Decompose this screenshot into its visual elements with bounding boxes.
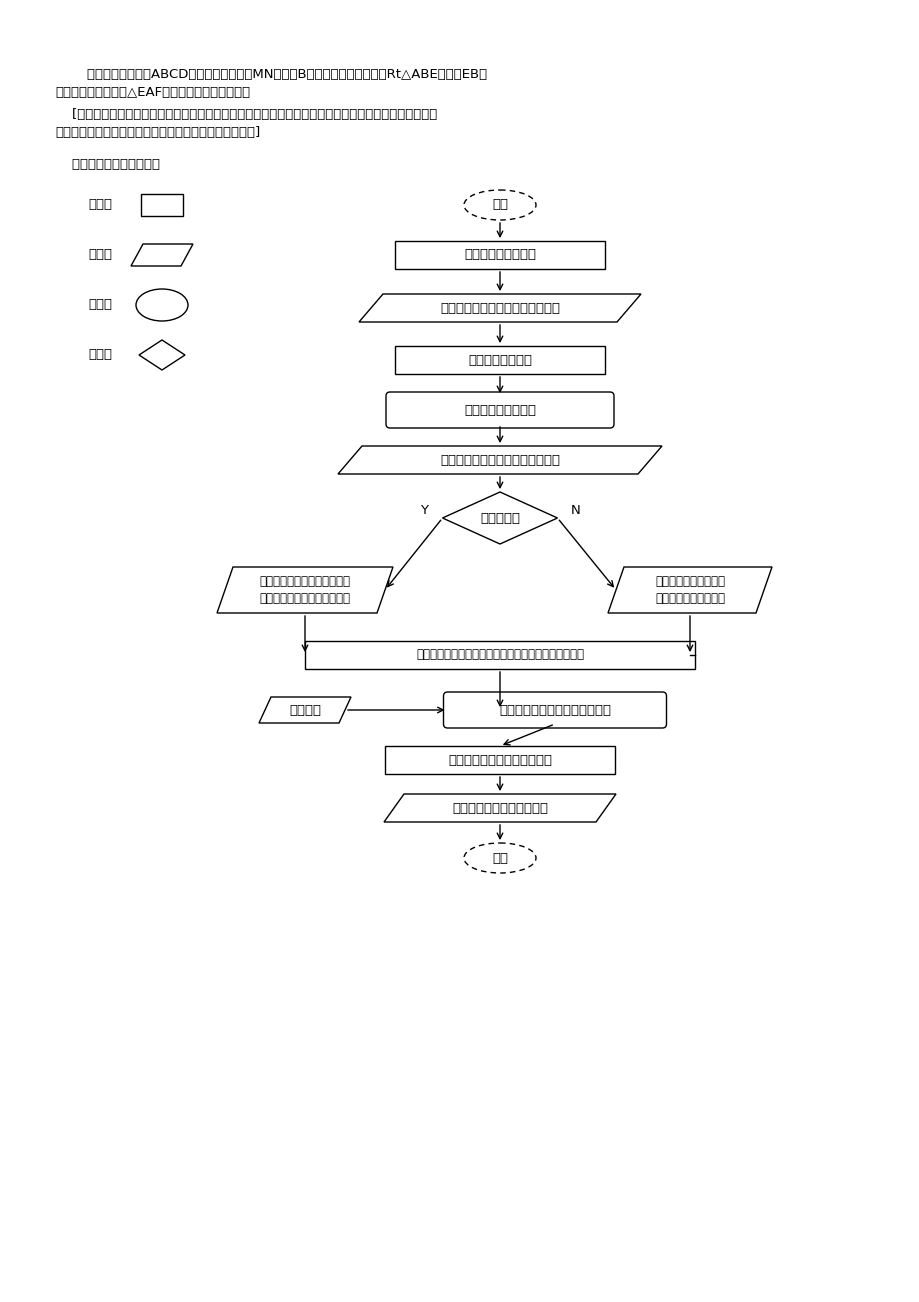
Text: N: N	[570, 504, 580, 517]
Text: 媒体：: 媒体：	[88, 298, 112, 311]
Polygon shape	[259, 697, 351, 723]
Ellipse shape	[136, 289, 187, 322]
Text: 经验交流: 经验交流	[289, 703, 321, 716]
Text: 转播个别学生有参考价值的信息: 转播个别学生有参考价值的信息	[498, 703, 610, 716]
Bar	[384, 746, 614, 773]
FancyBboxPatch shape	[443, 691, 665, 728]
Ellipse shape	[463, 842, 536, 874]
Polygon shape	[337, 447, 662, 474]
Text: 课件演示，深化所学: 课件演示，深化所学	[463, 404, 536, 417]
Text: 登录校园网访问教师辅导站或
直接发信息向老师、同学求助: 登录校园网访问教师辅导站或 直接发信息向老师、同学求助	[259, 575, 350, 605]
Text: 折叠，就能得到等边△EAF。想一想，这是为什么。: 折叠，就能得到等边△EAF。想一想，这是为什么。	[55, 86, 250, 99]
Text: 们不断的思考和创新，为培养新一代研究型人才做准备。]: 们不断的思考和创新，为培养新一代研究型人才做准备。]	[55, 126, 260, 139]
Bar	[394, 346, 605, 374]
Text: Y: Y	[420, 504, 428, 517]
Text: 附教学流程图（见下页）: 附教学流程图（见下页）	[55, 158, 160, 171]
Ellipse shape	[463, 190, 536, 220]
Text: 监视屏幕，在线答疑，网上阅卷，传输文件，随机辅导: 监视屏幕，在线答疑，网上阅卷，传输文件，随机辅导	[415, 648, 584, 661]
Polygon shape	[217, 566, 392, 613]
Text: 学生：: 学生：	[88, 249, 112, 262]
Bar	[141, 194, 183, 216]
Text: 开始: 开始	[492, 198, 507, 211]
Text: 创设情境，引出课题: 创设情境，引出课题	[463, 249, 536, 262]
Polygon shape	[607, 566, 771, 613]
Polygon shape	[442, 492, 557, 544]
Polygon shape	[130, 243, 193, 266]
Polygon shape	[358, 294, 641, 322]
Text: 利用几何用具及学习软件自助学习: 利用几何用具及学习软件自助学习	[439, 302, 560, 315]
Text: 提出新问题，促成知识迁移: 提出新问题，促成知识迁移	[451, 802, 548, 815]
Text: [带有一定挑战性的课后思考题能唤起学生强烈的探求欲望，也能带来学生间默契的配合与研究，激发他: [带有一定挑战性的课后思考题能唤起学生强烈的探求欲望，也能带来学生间默契的配合与…	[55, 108, 437, 121]
Text: 结束: 结束	[492, 852, 507, 865]
Polygon shape	[139, 340, 185, 370]
Text: 如上图，先把矩形ABCD纸对折，设折痕为MN；再把B点叠在折痕线上，得到Rt△ABE，沿着EB线: 如上图，先把矩形ABCD纸对折，设折痕为MN；再把B点叠在折痕线上，得到Rt△A…	[70, 68, 486, 81]
Polygon shape	[383, 794, 616, 822]
Text: 协作研究更深层次的问
题或上网查阅相关信息: 协作研究更深层次的问 题或上网查阅相关信息	[654, 575, 724, 605]
Text: 小结的同时表扬进步鼓励创新: 小结的同时表扬进步鼓励创新	[448, 754, 551, 767]
Text: 有疑问吗？: 有疑问吗？	[480, 512, 519, 525]
Text: 利用教师课件自主学习、自我反馈: 利用教师课件自主学习、自我反馈	[439, 453, 560, 466]
Bar	[394, 241, 605, 270]
Text: 反馈学生自助情况: 反馈学生自助情况	[468, 354, 531, 366]
FancyBboxPatch shape	[386, 392, 613, 428]
Text: 教师：: 教师：	[88, 198, 112, 211]
Bar	[305, 641, 694, 669]
Text: 条件：: 条件：	[88, 349, 112, 362]
